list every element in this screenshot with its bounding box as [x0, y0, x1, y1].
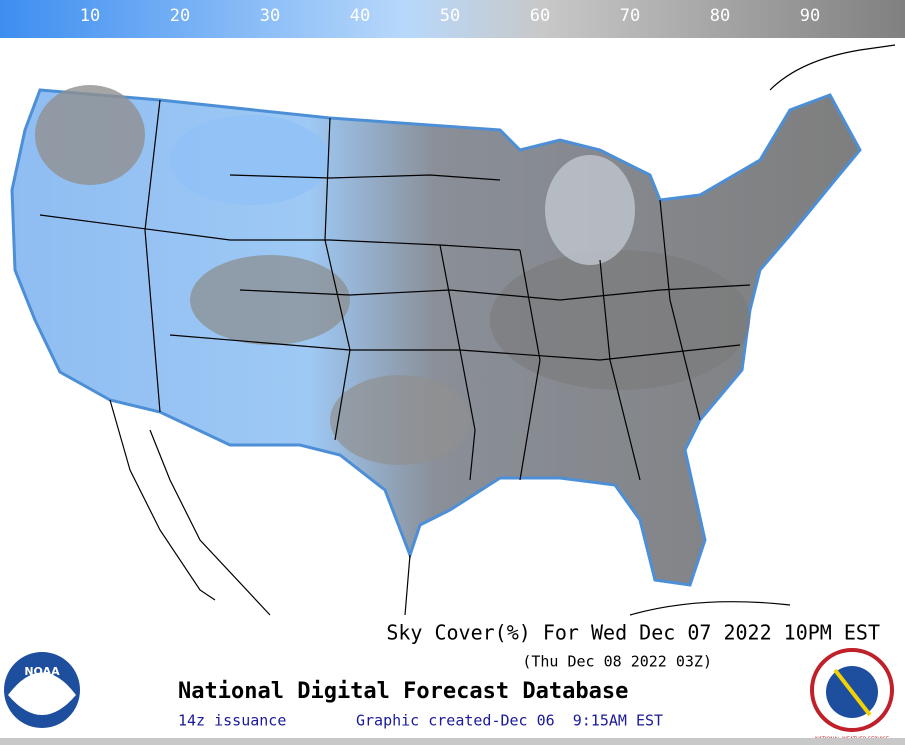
noaa-logo: NOAA: [4, 652, 80, 728]
cloud-area: [190, 255, 350, 345]
bottom-bar: [0, 738, 905, 745]
colorbar-tick-label: 20: [170, 6, 190, 26]
created: Graphic created-Dec 06 9:15AM EST: [356, 712, 663, 730]
state-lines: [39, 99, 751, 481]
noaa-gull: [8, 672, 76, 715]
colorbar-tick-label: 90: [800, 6, 820, 26]
colorbar-tick-label: 40: [350, 6, 370, 26]
colorbar: [0, 0, 905, 38]
title: Sky Cover(%) For Wed Dec 07 2022 10PM ES…: [386, 621, 880, 645]
outside-borders: [109, 44, 896, 616]
footer-panel: [0, 620, 905, 738]
colorbar-tick-label: 10: [80, 6, 100, 26]
clear-area: [170, 115, 330, 205]
noaa-text: NOAA: [24, 665, 60, 678]
colorbar-tick-label: 80: [710, 6, 730, 26]
cloud-area: [330, 375, 470, 465]
colorbar-tick-label: 60: [530, 6, 550, 26]
colorbar-tick-label: 70: [620, 6, 640, 26]
cloud-area: [35, 85, 145, 185]
issuance: 14z issuance: [178, 712, 286, 730]
map: [10, 44, 896, 616]
cloud-area: [490, 250, 750, 390]
land: [10, 88, 862, 587]
colorbar-tick-label: 30: [260, 6, 280, 26]
colorbar-ticks: 10 20 30 40 50 60 70 80 90: [80, 6, 820, 26]
cloud-area: [545, 155, 635, 265]
product-name: National Digital Forecast Database: [178, 679, 628, 704]
colorbar-tick-label: 50: [440, 6, 460, 26]
nws-bolt: [833, 668, 872, 717]
subtitle: (Thu Dec 08 2022 03Z): [522, 653, 712, 671]
